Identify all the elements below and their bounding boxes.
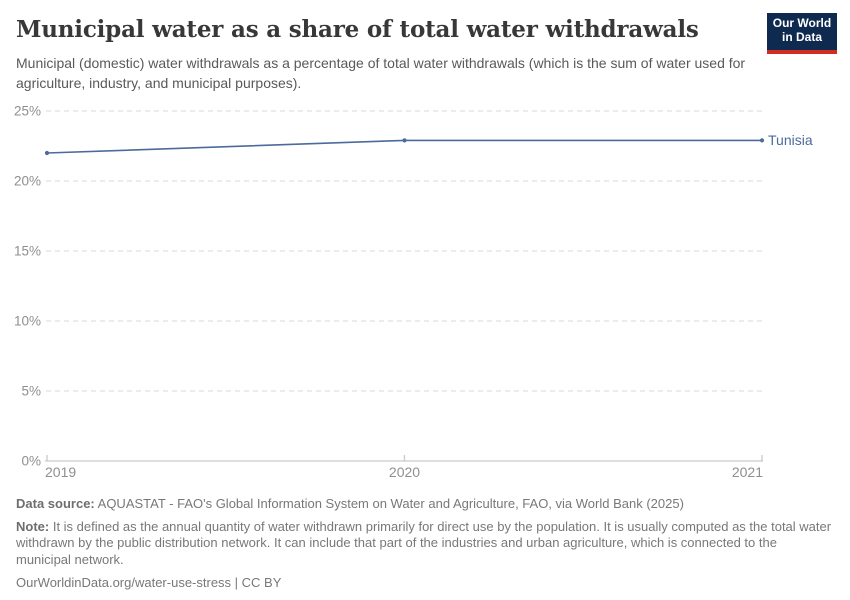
x-tick-label-2021: 2021: [732, 464, 763, 480]
y-tick-label-20: 20%: [14, 174, 41, 189]
data-source-text: AQUASTAT - FAO's Global Information Syst…: [94, 496, 684, 511]
y-tick-label-15: 15%: [14, 244, 41, 259]
y-tick-label-5: 5%: [21, 384, 41, 399]
data-source-label: Data source:: [16, 496, 95, 511]
owid-logo-line1: Our World: [772, 16, 832, 30]
x-tick-label-2019: 2019: [45, 464, 76, 480]
chart-subtitle: Municipal (domestic) water withdrawals a…: [16, 55, 746, 91]
data-source-line: Data source: AQUASTAT - FAO's Global Inf…: [16, 496, 834, 512]
series-label-tunisia[interactable]: Tunisia: [768, 132, 813, 148]
note-label: Note:: [16, 519, 50, 534]
owid-logo-line2: in Data: [781, 29, 822, 44]
owid-url[interactable]: OurWorldinData.org/water-use-stress: [16, 574, 232, 590]
attribution-line: OurWorldinData.org/water-use-stress | CC…: [16, 575, 834, 591]
chart-footer: Data source: AQUASTAT - FAO's Global Inf…: [16, 496, 834, 591]
x-tick-label-2020: 2020: [389, 464, 420, 480]
y-tick-label-25: 25%: [14, 104, 41, 119]
license-label[interactable]: CC BY: [241, 574, 282, 590]
data-point-tunisia-2019[interactable]: [44, 150, 50, 156]
note-text: It is defined as the annual quantity of …: [16, 519, 832, 567]
data-point-tunisia-2021[interactable]: [759, 138, 765, 143]
attribution-separator: |: [231, 574, 242, 590]
note-line: Note: It is defined as the annual quanti…: [16, 519, 834, 568]
owid-logo[interactable]: Our World in Data: [767, 13, 837, 54]
owid-logo-accent-bar: [767, 50, 837, 54]
y-tick-label-0: 0%: [21, 454, 41, 469]
y-tick-label-10: 10%: [14, 314, 41, 329]
page-title: Municipal water as a share of total wate…: [16, 16, 699, 43]
data-point-tunisia-2020[interactable]: [402, 138, 407, 143]
